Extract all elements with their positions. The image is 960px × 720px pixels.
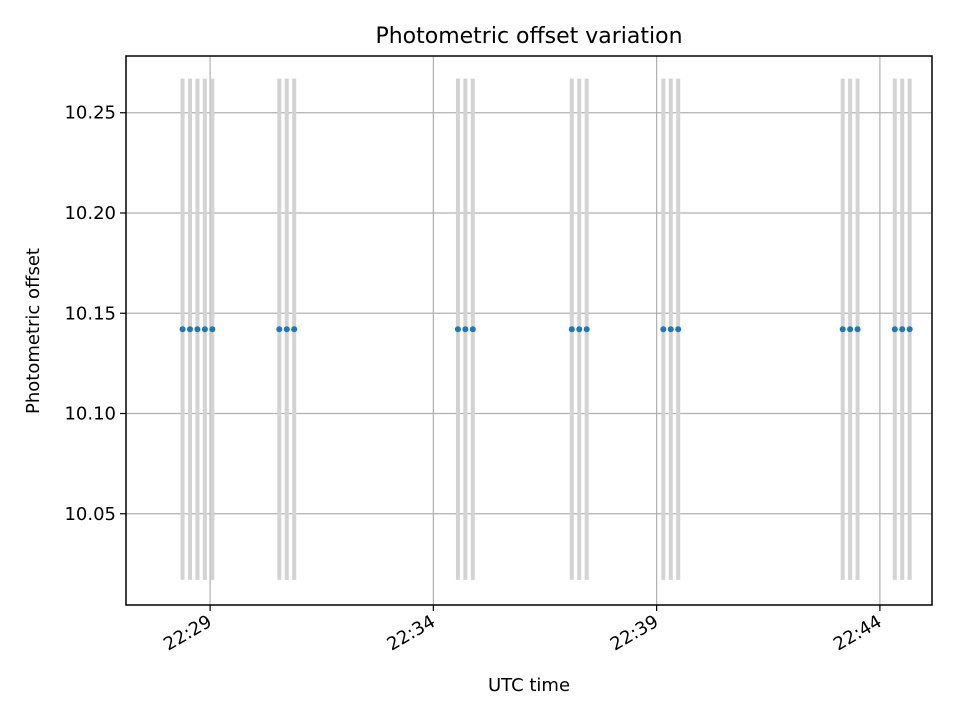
- data-point: [469, 326, 476, 333]
- data-point: [194, 326, 201, 333]
- data-point: [854, 326, 861, 333]
- y-tick-label: 10.15: [64, 303, 116, 324]
- data-point: [847, 326, 854, 333]
- data-point: [675, 326, 682, 333]
- data-point: [583, 326, 590, 333]
- data-point: [179, 326, 186, 333]
- data-point: [209, 326, 216, 333]
- data-point: [899, 326, 906, 333]
- x-tick-label: 22:34: [383, 611, 438, 655]
- data-point: [187, 326, 194, 333]
- y-axis-ticks: 10.05 10.10 10.15 10.20 10.25: [64, 103, 126, 525]
- data-point: [283, 326, 290, 333]
- x-axis-title: UTC time: [488, 675, 570, 696]
- x-tick-label: 22:44: [830, 611, 885, 655]
- y-tick-label: 10.05: [64, 504, 116, 525]
- y-tick-label: 10.25: [64, 103, 116, 124]
- data-point: [276, 326, 283, 333]
- data-point: [201, 326, 208, 333]
- data-point: [291, 326, 298, 333]
- data-points: [179, 326, 913, 333]
- x-axis-ticks: 22:29 22:34 22:39 22:44: [160, 605, 885, 655]
- chart-title: Photometric offset variation: [375, 24, 682, 49]
- data-point: [454, 326, 461, 333]
- data-point: [568, 326, 575, 333]
- data-point: [839, 326, 846, 333]
- gridlines: [126, 56, 932, 605]
- x-tick-label: 22:39: [607, 611, 662, 655]
- data-point: [891, 326, 898, 333]
- data-point: [462, 326, 469, 333]
- x-tick-label: 22:29: [160, 611, 215, 655]
- data-point: [660, 326, 667, 333]
- y-tick-label: 10.10: [64, 404, 116, 425]
- y-tick-label: 10.20: [64, 203, 116, 224]
- data-point: [576, 326, 583, 333]
- y-axis-title: Photometric offset: [23, 248, 44, 414]
- plot-frame: [125, 55, 933, 606]
- data-point: [906, 326, 913, 333]
- data-point: [667, 326, 674, 333]
